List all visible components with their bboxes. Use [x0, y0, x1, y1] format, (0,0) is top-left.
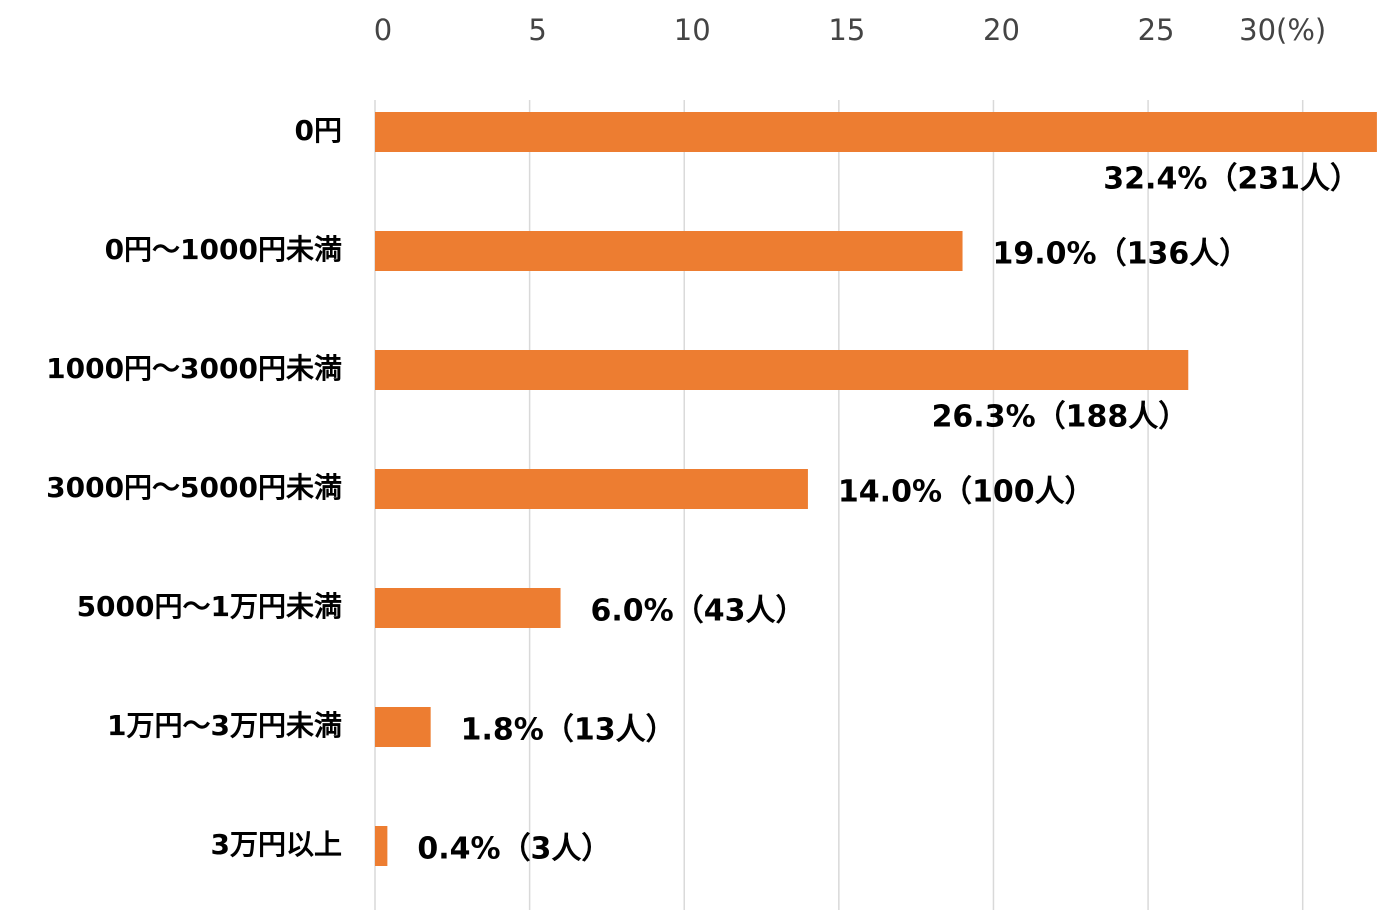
y-tick-label: 1万円～3万円未満 — [107, 709, 342, 742]
y-tick-label: 0円～1000円未満 — [105, 233, 342, 266]
data-label: 1.8%（13人） — [461, 713, 676, 748]
bar — [375, 707, 431, 747]
data-label: 0.4%（3人） — [417, 832, 611, 867]
x-tick-label: 10 — [674, 13, 711, 47]
bar — [375, 588, 561, 628]
y-tick-label: 0円 — [295, 114, 342, 147]
x-tick-label: 5 — [528, 13, 546, 47]
bar — [375, 231, 963, 271]
data-label: 26.3%（188人） — [932, 400, 1189, 435]
data-label: 32.4%（231人） — [1103, 162, 1360, 197]
data-label: 6.0%（43人） — [591, 594, 806, 629]
x-tick-label: 0 — [374, 13, 392, 47]
bar — [375, 826, 388, 866]
y-tick-label: 3000円～5000円未満 — [46, 471, 342, 504]
bar — [375, 469, 808, 509]
x-tick-label: 30(%) — [1239, 13, 1326, 47]
data-label: 19.0%（136人） — [993, 237, 1250, 272]
bar — [375, 350, 1189, 390]
y-tick-label: 1000円～3000円未満 — [46, 352, 342, 385]
x-tick-label: 15 — [828, 13, 865, 47]
x-tick-label: 25 — [1138, 13, 1175, 47]
y-tick-label: 3万円以上 — [211, 828, 342, 861]
x-tick-label: 20 — [983, 13, 1020, 47]
y-tick-label: 5000円～1万円未満 — [77, 590, 342, 623]
bar — [375, 112, 1377, 152]
data-label: 14.0%（100人） — [838, 475, 1095, 510]
